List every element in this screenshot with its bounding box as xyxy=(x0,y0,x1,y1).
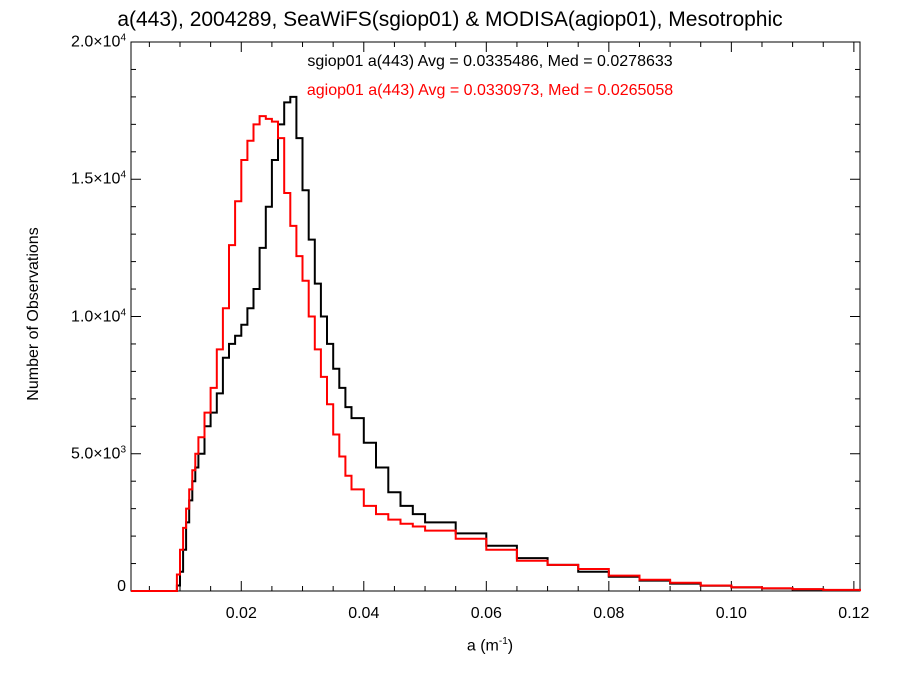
y-tick-label: 2.0×104 xyxy=(71,32,126,51)
x-tick-label: 0.12 xyxy=(838,605,870,622)
x-axis-label: a (m-1) xyxy=(467,636,513,655)
series-line-agiop01 xyxy=(131,115,861,592)
y-tick-label: 1.5×104 xyxy=(71,170,126,189)
y-tick-exponent: 3 xyxy=(120,444,126,456)
series-line-sgiop01 xyxy=(131,95,861,592)
legend-annotation-agiop01: agiop01 a(443) Avg = 0.0330973, Med = 0.… xyxy=(306,82,674,99)
y-tick-mantissa: 1.5×10 xyxy=(71,170,121,188)
y-tick-label: 5.0×103 xyxy=(71,444,126,463)
plot-border xyxy=(130,41,861,592)
y-tick-mantissa: 2.0×10 xyxy=(71,33,121,51)
chart-title: a(443), 2004289, SeaWiFS(sgiop01) & MODI… xyxy=(117,8,783,31)
x-tick-label: 0.08 xyxy=(593,605,625,622)
y-tick-exponent: 4 xyxy=(120,306,126,318)
x-tick-label: 0.04 xyxy=(348,605,380,622)
y-tick-mantissa: 5.0×10 xyxy=(71,445,121,463)
series-group xyxy=(131,95,861,592)
y-tick-exponent: 4 xyxy=(120,32,126,44)
x-axis-label-exponent: -1 xyxy=(498,636,508,647)
y-tick-exponent: 4 xyxy=(120,169,126,181)
legend-annotation-sgiop01: sgiop01 a(443) Avg = 0.0335486, Med = 0.… xyxy=(307,53,673,70)
y-tick-mantissa: 1.0×10 xyxy=(71,308,121,326)
y-tick-label: 0 xyxy=(117,578,126,596)
plot-frame xyxy=(130,41,861,592)
y-tick-mantissa: 0 xyxy=(117,578,126,595)
x-tick-label: 0.10 xyxy=(715,605,747,622)
y-axis-label: Number of Observations xyxy=(25,227,42,401)
x-axis-label-close: ) xyxy=(507,637,514,655)
y-tick-label: 1.0×104 xyxy=(71,307,126,326)
x-tick-label: 0.06 xyxy=(470,605,502,622)
x-tick-label: 0.02 xyxy=(225,605,257,622)
x-axis-label-base: a (m xyxy=(466,637,499,655)
